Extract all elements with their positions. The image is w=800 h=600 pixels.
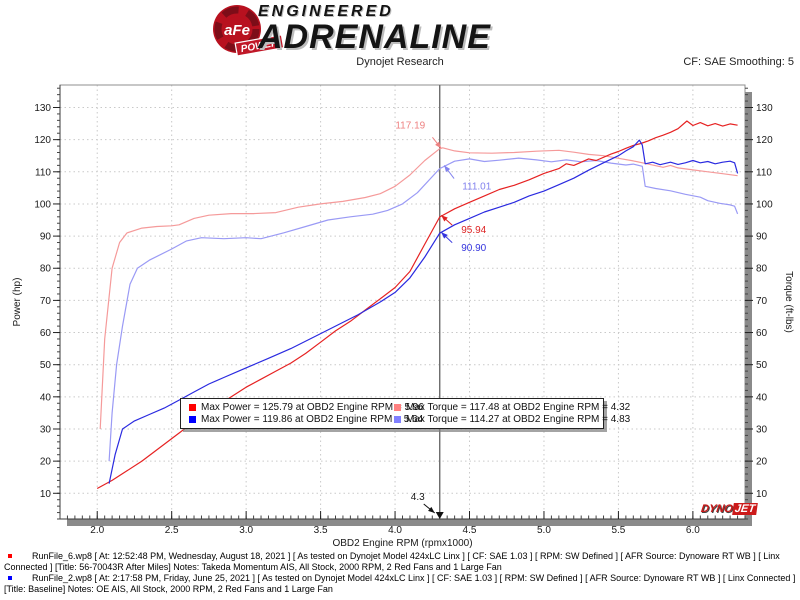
- x-tick-label: 6.0: [686, 525, 700, 536]
- brand-wordmark: ENGINEERED ADRENALINE: [258, 3, 491, 56]
- dyno-chart[interactable]: 2.0 2.5 3.0 3.5 4.0 4.5 5.0 5.5 6.0 10 10 20 20 30 30 4…: [0, 78, 800, 552]
- brand-engineered: ENGINEERED: [258, 3, 394, 20]
- axis-shadow-bottom: [67, 519, 752, 526]
- legend-label: Max Torque = 114.27 at OBD2 Engine RPM =…: [406, 414, 631, 425]
- y-tick-label-right: 80: [756, 264, 768, 275]
- x-tick-label: 3.0: [239, 525, 253, 536]
- y-tick-label-right: 50: [756, 360, 768, 371]
- y-tick-label-left: 60: [40, 328, 52, 339]
- annotation-arrowhead: [428, 506, 435, 513]
- run-file-details: RunFile_6.wp8 [ At: 12:52:48 PM, Wednesd…: [0, 551, 797, 595]
- report-subtitle: Dynojet Research: [356, 56, 444, 68]
- y-tick-label-right: 10: [756, 489, 768, 500]
- run-entry-baseline: RunFile_2.wp8 [ At: 2:17:58 PM, Friday, …: [0, 573, 797, 594]
- y-tick-label-left: 70: [40, 296, 52, 307]
- cursor-value-label: 4.3: [411, 492, 425, 503]
- x-tick-label: 5.0: [537, 525, 551, 536]
- annotation-label: 95.94: [461, 225, 486, 236]
- legend-item-torque-baseline: Max Torque = 114.27 at OBD2 Engine RPM =…: [394, 414, 630, 425]
- x-tick-label: 5.5: [611, 525, 625, 536]
- y-tick-label-right: 70: [756, 296, 768, 307]
- legend-label: Max Power = 125.79 at OBD2 Engine RPM = …: [201, 402, 424, 413]
- annotation-arrowhead: [444, 165, 451, 173]
- y-tick-label-left: 10: [40, 489, 52, 500]
- annotation-label: 117.19: [395, 120, 425, 131]
- y-tick-label-left: 40: [40, 392, 52, 403]
- y-tick-label-right: 60: [756, 328, 768, 339]
- registered-mark: ®: [264, 7, 269, 14]
- cursor-axis-marker[interactable]: [435, 512, 444, 519]
- y-tick-label-left: 110: [35, 167, 51, 178]
- dynojet-logo: DYNOJET: [700, 503, 758, 515]
- y-tick-label-left: 130: [34, 103, 51, 114]
- axis-shadow-right: [745, 92, 752, 526]
- legend-swatch-torque-baseline: [394, 416, 401, 423]
- y-tick-label-right: 130: [756, 103, 773, 114]
- y-tick-label-right: 120: [756, 135, 773, 146]
- annotation-arrowhead: [435, 141, 442, 149]
- annotation-label: 111.01: [462, 181, 492, 192]
- series-power-after[interactable]: [96, 120, 738, 490]
- series-torque-after[interactable]: [99, 147, 738, 430]
- run-bullet-red: [8, 554, 12, 558]
- run-entry-after: RunFile_6.wp8 [ At: 12:52:48 PM, Wednesd…: [0, 551, 797, 572]
- y-tick-label-right: 20: [756, 457, 768, 468]
- x-tick-label: 2.5: [165, 525, 179, 536]
- plot-frame: [59, 84, 746, 520]
- legend-label: Max Power = 119.86 at OBD2 Engine RPM = …: [201, 414, 424, 425]
- y-tick-label-left: 120: [34, 135, 51, 146]
- y-tick-label-left: 30: [40, 424, 52, 435]
- legend-box[interactable]: Max Power = 125.79 at OBD2 Engine RPM = …: [180, 398, 630, 429]
- run-text: RunFile_2.wp8 [ At: 2:17:58 PM, Friday, …: [4, 573, 796, 594]
- x-tick-label: 4.0: [388, 525, 402, 536]
- legend-item-power-after: Max Power = 125.79 at OBD2 Engine RPM = …: [189, 402, 424, 413]
- x-tick-label: 3.5: [314, 525, 328, 536]
- x-tick-label: 2.0: [90, 525, 104, 536]
- brand-adrenaline: ADRENALINE: [258, 18, 491, 56]
- y-tick-label-right: 90: [756, 232, 768, 243]
- x-tick-label: 4.5: [463, 525, 477, 536]
- legend-item-power-baseline: Max Power = 119.86 at OBD2 Engine RPM = …: [189, 414, 423, 425]
- y-tick-label-right: 100: [756, 199, 773, 210]
- y-tick-label-left: 20: [40, 457, 52, 468]
- y-tick-label-right: 40: [756, 392, 768, 403]
- x-axis-title: OBD2 Engine RPM (rpmx1000): [332, 538, 472, 549]
- y-axis-title-right: Torque (ft-lbs): [783, 271, 794, 333]
- run-bullet-blue: [8, 576, 12, 580]
- afe-power-logo: aFe ® POWER: [213, 5, 285, 57]
- y-tick-label-left: 80: [40, 264, 52, 275]
- y-tick-label-right: 110: [756, 167, 772, 178]
- y-tick-label-right: 30: [756, 424, 768, 435]
- annotation-arrowhead: [441, 232, 448, 239]
- correction-factor-label: CF: SAE Smoothing: 5: [683, 56, 794, 68]
- annotation-label: 90.90: [461, 243, 486, 254]
- legend-swatch-torque-after: [394, 404, 401, 411]
- series-torque-baseline[interactable]: [108, 157, 739, 462]
- legend-label: Max Torque = 117.48 at OBD2 Engine RPM =…: [406, 402, 631, 413]
- y-tick-label-left: 90: [40, 232, 52, 243]
- annotation-arrowhead: [441, 215, 448, 222]
- run-text: RunFile_6.wp8 [ At: 12:52:48 PM, Wednesd…: [4, 551, 780, 572]
- legend-swatch-power-baseline: [189, 416, 196, 423]
- afe-badge-text: aFe: [224, 22, 250, 39]
- legend-item-torque-after: Max Torque = 117.48 at OBD2 Engine RPM =…: [394, 402, 630, 413]
- legend-swatch-power-after: [189, 404, 196, 411]
- series-power-baseline[interactable]: [108, 139, 739, 484]
- y-axis-title-left: Power (hp): [12, 278, 23, 327]
- y-tick-label-left: 100: [34, 199, 51, 210]
- y-tick-label-left: 50: [40, 360, 52, 371]
